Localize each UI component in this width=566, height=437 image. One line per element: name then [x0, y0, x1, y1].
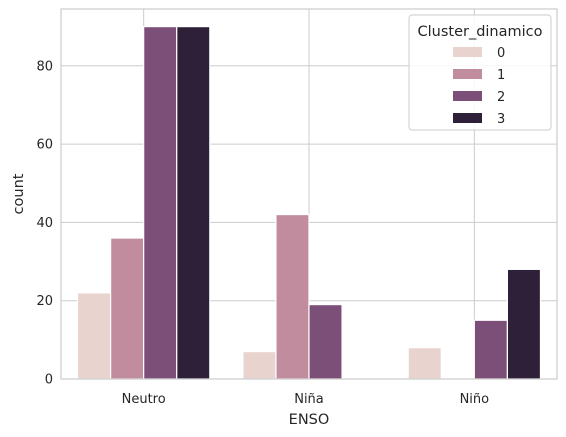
- x-axis-label: ENSO: [289, 412, 330, 428]
- bar-neutro-cluster-1: [109, 237, 145, 380]
- legend: Cluster_dinamico 0 1 2 3: [408, 14, 552, 131]
- x-tick-labels: Neutro Niña Niño: [122, 392, 490, 407]
- legend-entry-label: 0: [497, 46, 505, 61]
- legend-swatch: [453, 91, 482, 101]
- y-tick-label: 20: [36, 294, 53, 309]
- bar-niña-cluster-1: [275, 213, 310, 380]
- bar-niño-cluster-0: [407, 347, 442, 380]
- y-axis-label: count: [11, 173, 27, 214]
- legend-title: Cluster_dinamico: [417, 24, 542, 40]
- plot-frame: [60, 8, 558, 380]
- x-tick-label: Niño: [460, 392, 490, 407]
- bar-niño-cluster-2: [473, 319, 509, 380]
- bar-neutro-cluster-0: [76, 292, 112, 380]
- bar-neutro-cluster-2: [143, 26, 178, 380]
- legend-entry-label: 1: [497, 68, 505, 83]
- y-tick-label: 40: [36, 216, 53, 231]
- y-tick-label: 60: [36, 138, 53, 153]
- x-tick-label: Niña: [294, 392, 324, 407]
- x-tick-label: Neutro: [122, 392, 166, 407]
- bar-niña-cluster-2: [308, 304, 343, 380]
- bar-neutro-cluster-3: [176, 26, 211, 380]
- y-tick-label: 80: [36, 59, 53, 74]
- y-tick-labels: 0 20 40 60 80: [36, 59, 53, 387]
- legend-swatch: [453, 113, 482, 123]
- legend-entry-label: 2: [497, 90, 505, 105]
- y-tick-label: 0: [45, 373, 53, 388]
- legend-swatch: [453, 47, 482, 57]
- legend-entry-label: 3: [497, 112, 505, 127]
- bar-niña-cluster-0: [242, 350, 277, 380]
- bar-niño-cluster-3: [506, 268, 542, 380]
- bars: [76, 26, 542, 380]
- legend-swatch: [453, 69, 482, 79]
